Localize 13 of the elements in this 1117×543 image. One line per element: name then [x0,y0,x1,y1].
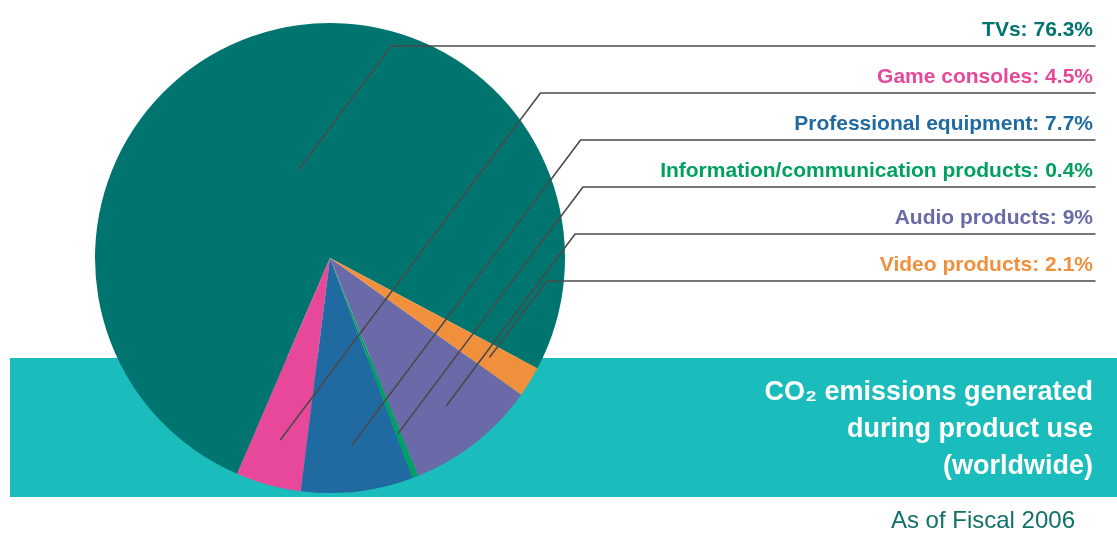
pie-slice [236,258,330,492]
pie-slice [330,258,538,395]
pie-slice [330,258,522,476]
slice-label: Information/communication products: 0.4% [660,158,1094,181]
text: As of Fiscal 2006 [890,506,1075,533]
slice-label: Game consoles: 4.5% [877,64,1094,87]
slice-label: Professional equipment: 7.7% [794,111,1094,134]
slice-label: TVs: 76.3% [982,17,1094,40]
pie-slice [95,23,565,474]
slice-label: Video products: 2.1% [879,252,1094,275]
pie-slice [300,258,413,493]
slice-label: Audio products: 9% [894,205,1094,228]
text: CO₂ emissions generated during product use (worldwide) [764,376,1093,480]
